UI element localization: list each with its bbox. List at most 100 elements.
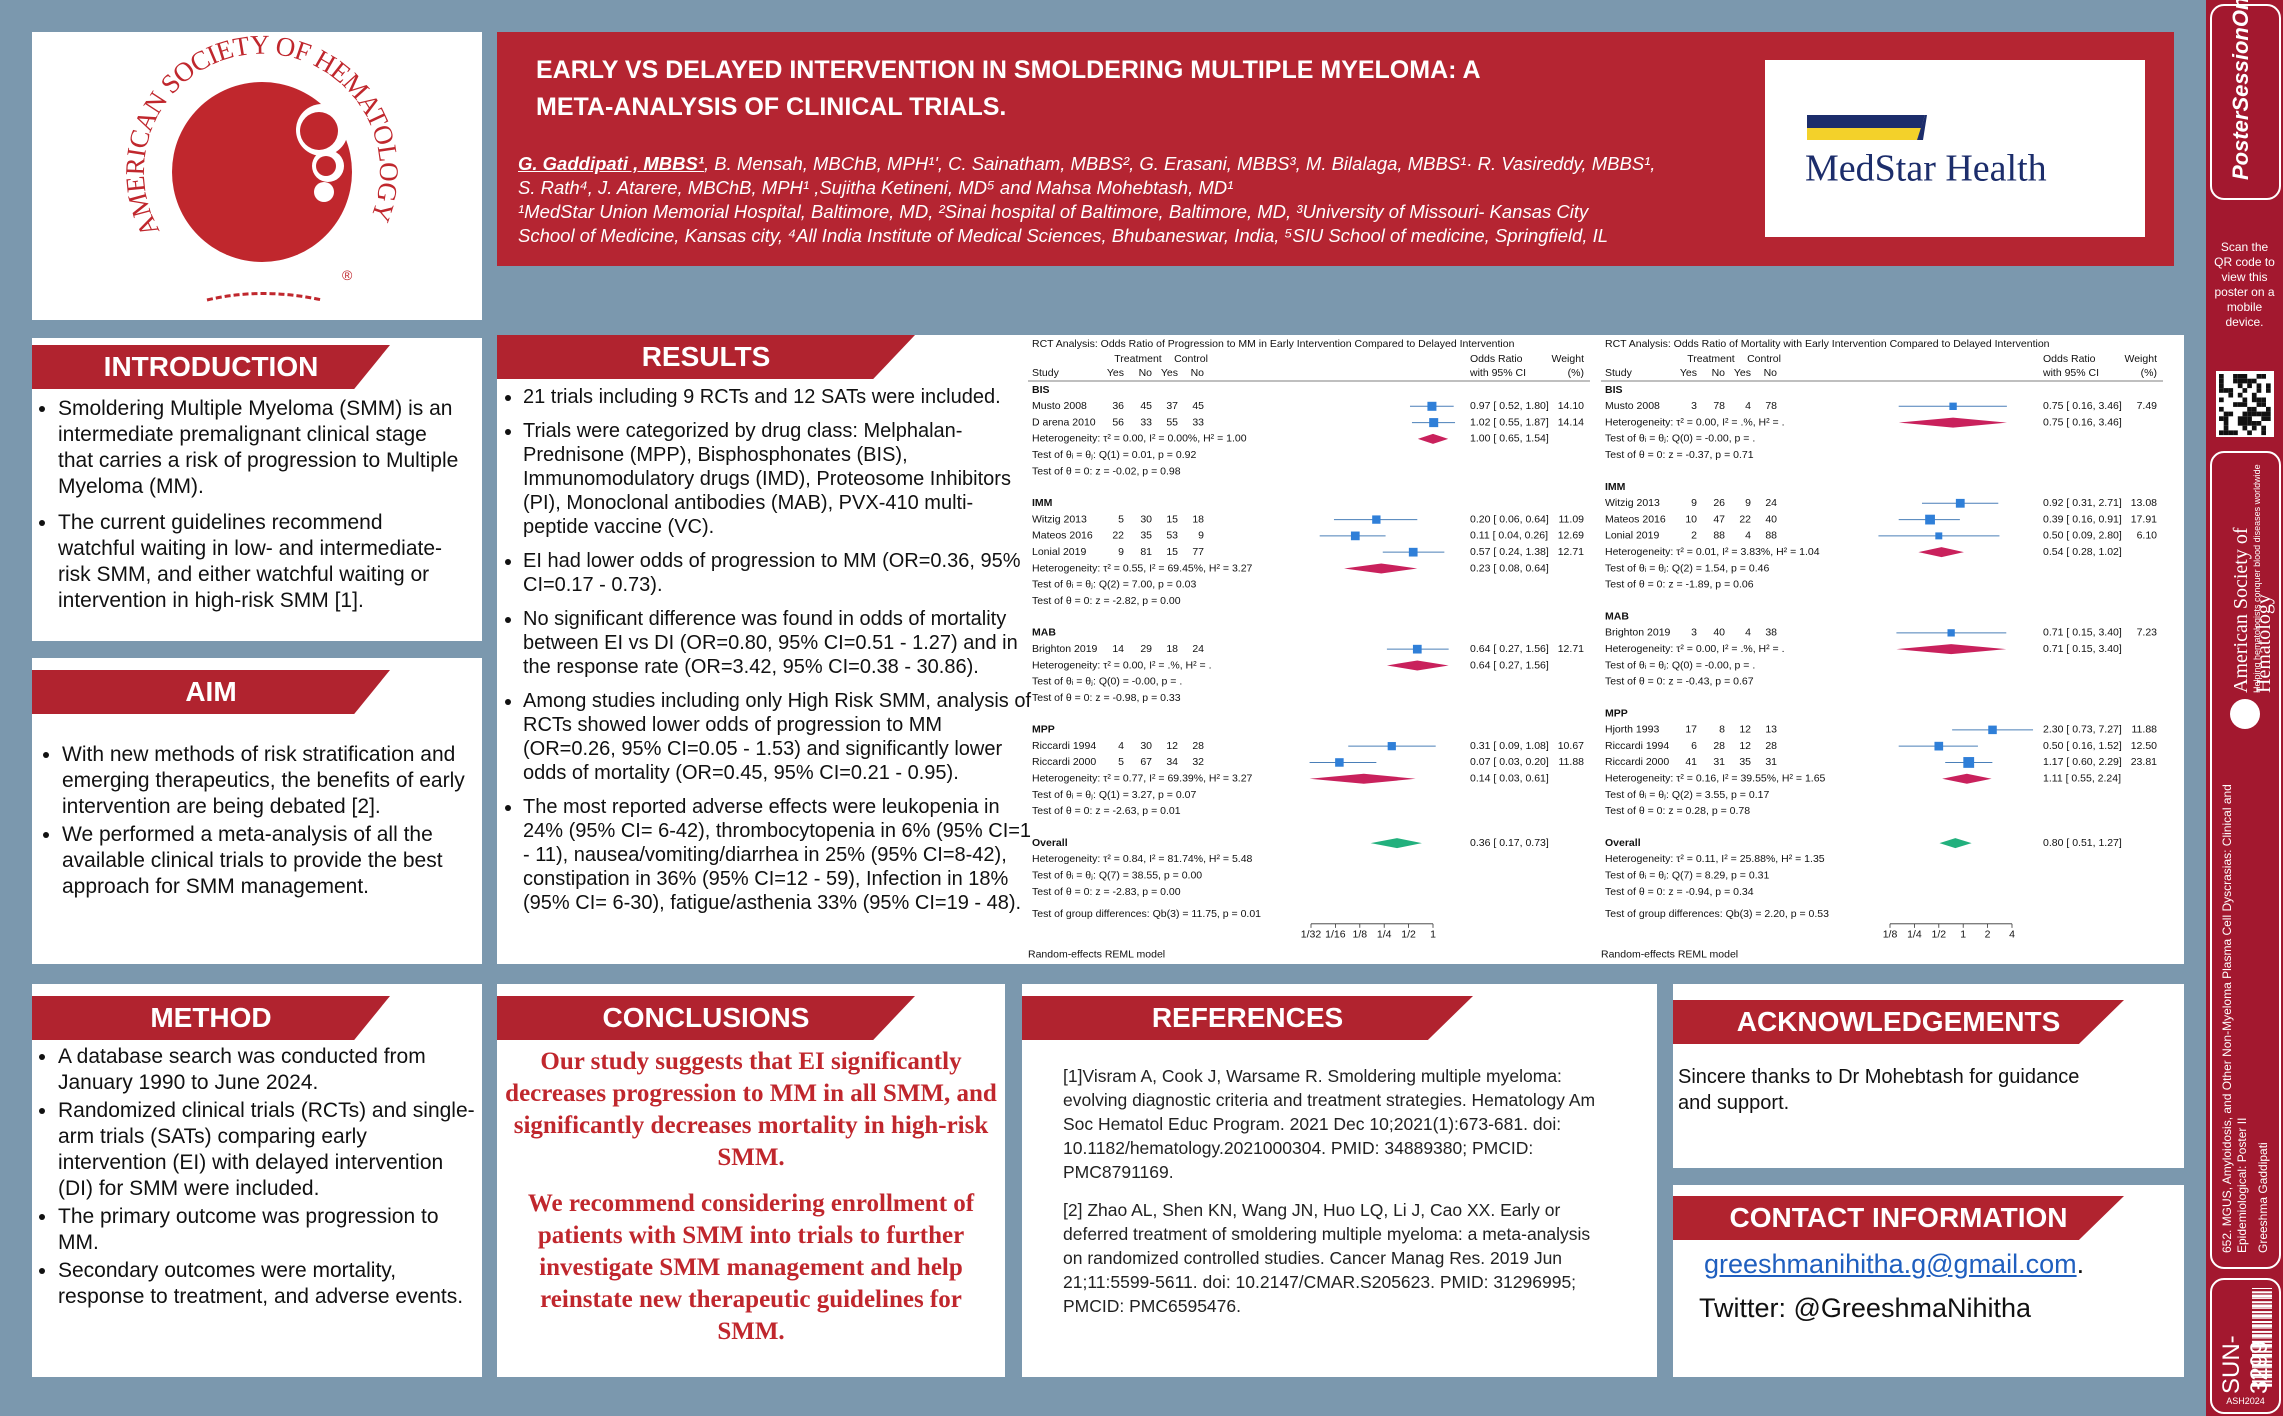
qr-cell xyxy=(2228,388,2234,393)
count: 5 xyxy=(1118,513,1124,525)
study-ci: 0.75 [ 0.16, 3.46] xyxy=(2043,400,2122,412)
count: 4 xyxy=(1745,400,1751,412)
pooled-estimate: 0.54 [ 0.28, 1.02] xyxy=(2043,546,2122,558)
qr-cell xyxy=(2247,411,2252,417)
email-suffix: . xyxy=(2076,1249,2085,1279)
group-label: BIS xyxy=(1032,384,1050,396)
study-ci: 0.71 [ 0.15, 3.40] xyxy=(2043,627,2122,639)
count: 78 xyxy=(1765,400,1777,412)
study-name: Lonial 2019 xyxy=(1032,546,1086,558)
study-name: D arena 2010 xyxy=(1032,416,1096,428)
author-line: S. Rath⁴, J. Atarere, MBChB, MPH¹ ,Sujit… xyxy=(518,177,1234,198)
study-estimate xyxy=(1412,644,1422,654)
barcode-bar xyxy=(2252,1321,2272,1323)
reference-list: [1]Visram A, Cook J, Warsame R. Smolderi… xyxy=(1063,1064,1603,1318)
x-tick-label: 1/8 xyxy=(1352,929,1367,941)
barcode-bar xyxy=(2252,1360,2272,1363)
count: 15 xyxy=(1166,513,1178,525)
bullet: Smoldering Multiple Myeloma (SMM) is an … xyxy=(58,396,463,500)
qr-cell xyxy=(2261,411,2266,417)
count: 22 xyxy=(1112,530,1124,542)
qr-cell xyxy=(2219,406,2224,412)
sidebar-box: PosterSessionOnline xyxy=(2210,0,2281,200)
section-heading: REFERENCES xyxy=(1022,996,1473,1040)
count: 18 xyxy=(1192,513,1204,525)
footnote: Random-effects REML model xyxy=(1028,949,1165,960)
section-heading: CONCLUSIONS xyxy=(497,996,915,1040)
barcode-bar xyxy=(2252,1307,2272,1309)
email-link[interactable]: greeshmanihitha.g@gmail.com xyxy=(1704,1249,2077,1279)
study-estimate xyxy=(1934,741,1944,751)
bullet-list: A database search was conducted from Jan… xyxy=(32,1044,478,1320)
column-header: (%) xyxy=(1568,367,1584,379)
qr-cell xyxy=(2233,378,2238,384)
sidebar: PosterSessionOnline Scan the QR code to … xyxy=(2206,0,2283,1416)
study-estimate xyxy=(1427,401,1437,411)
x-tick-label: 1/32 xyxy=(1301,929,1322,941)
column-header: Weight xyxy=(2125,353,2158,365)
bullet-list: Smoldering Multiple Myeloma (SMM) is an … xyxy=(32,396,463,624)
footnote: Random-effects REML model xyxy=(1601,949,1738,960)
pooled-diamond xyxy=(1386,660,1449,671)
qr-cell xyxy=(2261,374,2266,379)
count: 15 xyxy=(1166,546,1178,558)
study-estimate xyxy=(1335,758,1344,767)
qr-cell xyxy=(2219,378,2224,384)
affiliation-line: School of Medicine, Kansas city, ⁴All In… xyxy=(518,225,1609,246)
barcode-bar xyxy=(2252,1380,2272,1383)
study-ci: 0.11 [ 0.04, 0.26] xyxy=(1470,530,1548,542)
barcode-bar xyxy=(2252,1363,2272,1367)
count: 35 xyxy=(1739,756,1751,768)
x-tick-label: 1/4 xyxy=(1377,929,1392,941)
heterogeneity: Heterogeneity: τ² = 0.00, I² = .%, H² = … xyxy=(1605,643,1785,655)
count: 40 xyxy=(1765,513,1777,525)
study-name: Witzig 2013 xyxy=(1032,513,1087,525)
count: 88 xyxy=(1713,530,1725,542)
study-weight: 12.50 xyxy=(2131,740,2157,752)
heterogeneity: Heterogeneity: τ² = 0.00, I² = 0.00%, H²… xyxy=(1032,433,1247,445)
count: 33 xyxy=(1192,416,1204,428)
bullet: The current guidelines recommend watchfu… xyxy=(58,510,463,614)
group-test: Test of group differences: Qb(3) = 2.20,… xyxy=(1605,908,1829,920)
study-weight: 7.23 xyxy=(2137,627,2158,639)
logo-mark: ® xyxy=(342,267,353,283)
study-estimate xyxy=(1949,402,1957,410)
qr-cell xyxy=(2233,402,2238,407)
x-tick-label: 1 xyxy=(1960,929,1966,941)
qr-cell xyxy=(2251,392,2257,398)
count: 36 xyxy=(1112,400,1124,412)
test: Test of θᵢ = θⱼ: Q(2) = 7.00, p = 0.03 xyxy=(1032,579,1196,591)
study-name: Riccardi 1994 xyxy=(1032,740,1096,752)
study-name: Mateos 2016 xyxy=(1605,513,1666,525)
test: Test of θᵢ = θⱼ: Q(7) = 8.29, p = 0.31 xyxy=(1605,870,1769,882)
count: 24 xyxy=(1192,643,1204,655)
count: 28 xyxy=(1713,740,1725,752)
section-heading: INTRODUCTION xyxy=(32,345,390,389)
study-name: Witzig 2013 xyxy=(1605,497,1660,509)
column-header: Yes xyxy=(1107,367,1124,379)
plot-title: RCT Analysis: Odds Ratio of Progression … xyxy=(1032,338,1515,350)
study-ci: 0.57 [ 0.24, 1.38] xyxy=(1470,546,1549,558)
pooled-diamond xyxy=(1918,547,1964,558)
barcode-bar xyxy=(2252,1327,2272,1329)
bullet-list: With new methods of risk stratification … xyxy=(36,742,472,910)
study-estimate xyxy=(1350,531,1360,541)
qr-cell xyxy=(2266,406,2271,412)
count: 10 xyxy=(1685,513,1697,525)
heterogeneity: Heterogeneity: τ² = 0.55, I² = 69.45%, H… xyxy=(1032,562,1253,574)
group-label: Overall xyxy=(1032,837,1068,849)
barcode-bar xyxy=(2252,1354,2272,1357)
test: Test of θ = 0: z = -0.43, p = 0.67 xyxy=(1605,676,1754,688)
title-line: EARLY VS DELAYED INTERVENTION IN SMOLDER… xyxy=(536,56,1481,84)
count: 12 xyxy=(1739,724,1751,736)
count: 88 xyxy=(1765,530,1777,542)
qr-cell xyxy=(2237,416,2243,421)
column-header: Yes xyxy=(1734,367,1751,379)
barcode-bar xyxy=(2252,1344,2272,1348)
qr-cell xyxy=(2242,378,2248,384)
x-tick-label: 1/4 xyxy=(1907,929,1922,941)
test: Test of θᵢ = θⱼ: Q(2) = 1.54, p = 0.46 xyxy=(1605,562,1769,574)
test: Test of θ = 0: z = 0.28, p = 0.78 xyxy=(1605,805,1750,817)
pooled-estimate: 1.11 [ 0.55, 2.24] xyxy=(2043,773,2121,785)
study-weight: 12.69 xyxy=(1558,530,1584,542)
